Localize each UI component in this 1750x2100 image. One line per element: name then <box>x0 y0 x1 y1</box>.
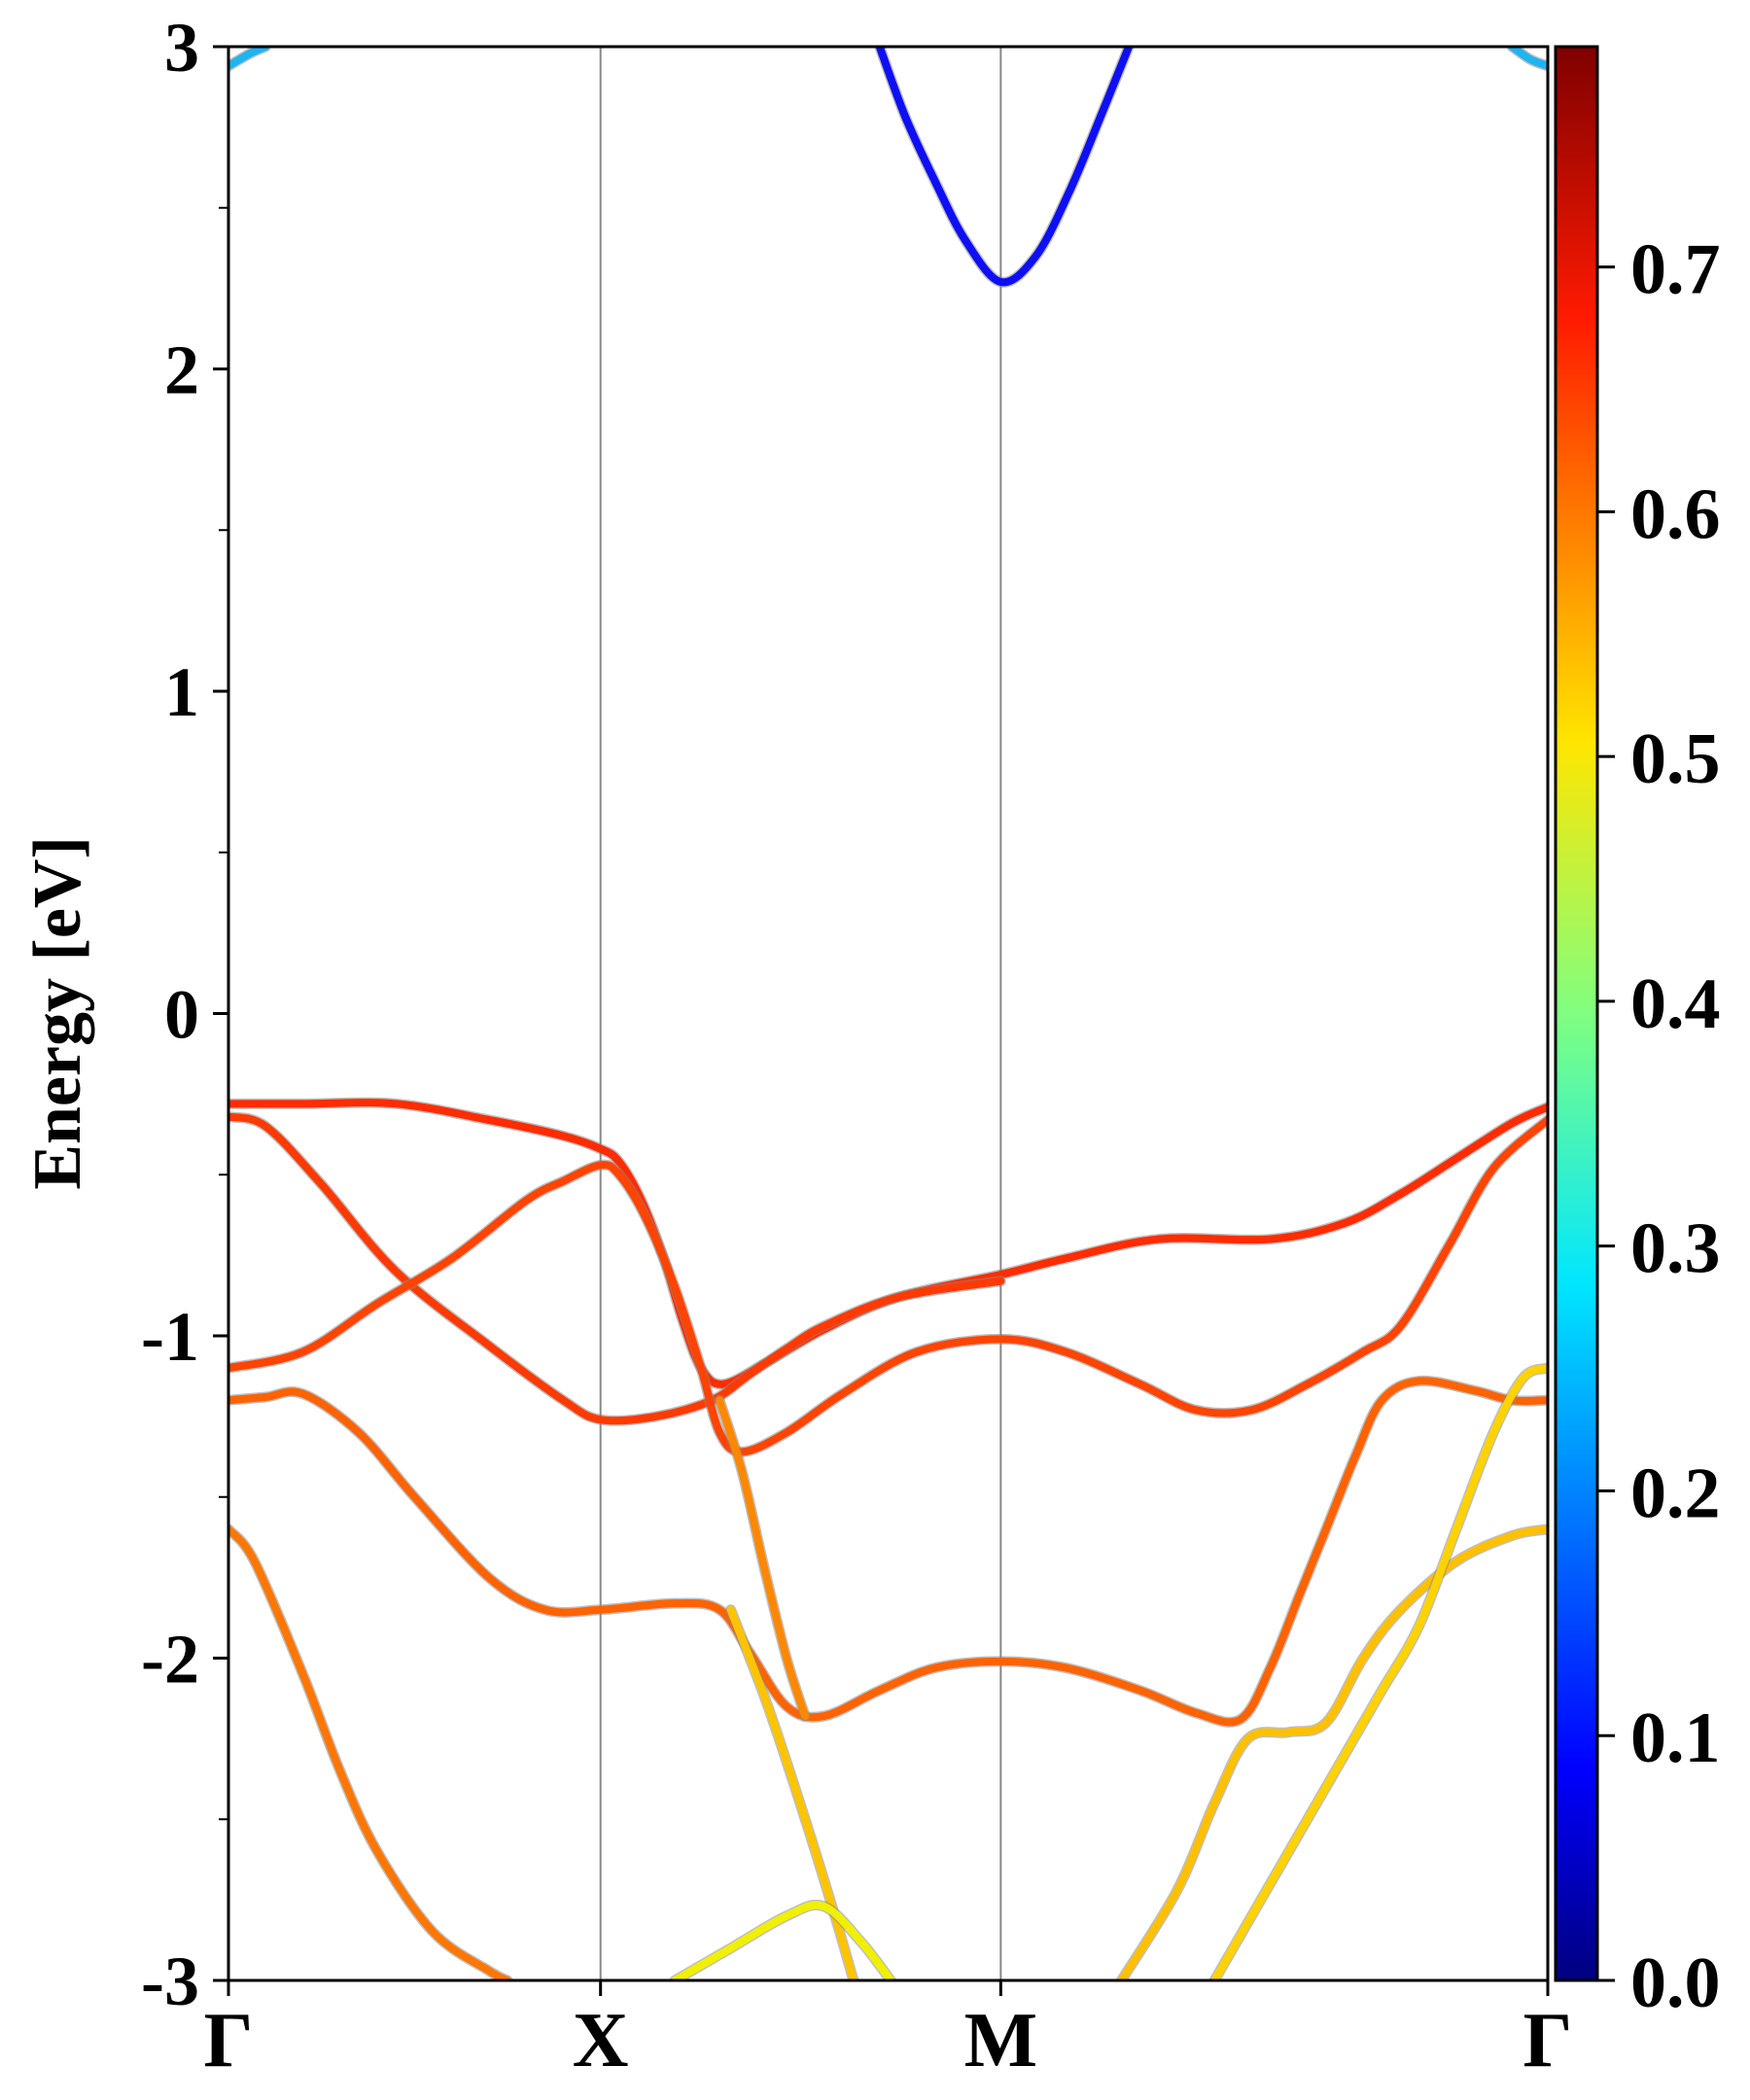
band-line-12 <box>1508 47 1548 70</box>
y-tick-label: -2 <box>141 1621 199 1698</box>
y-tick-label: 1 <box>164 653 199 731</box>
band-lines <box>228 47 1548 1980</box>
band-line-10 <box>1210 1364 1548 1980</box>
x-tick-label: M <box>964 1998 1038 2083</box>
band-line-7 <box>726 1605 858 1980</box>
band-line-0 <box>875 47 1134 287</box>
band-line-8 <box>671 1901 895 1980</box>
y-axis-label: Energy [eV] <box>20 836 95 1190</box>
colorbar-tick-label: 0.6 <box>1630 474 1721 554</box>
band-line-5 <box>228 1524 512 1980</box>
band-line-3 <box>228 1115 1548 1456</box>
colorbar <box>1554 45 1599 1982</box>
colorbar-tick-label: 0.4 <box>1630 964 1721 1044</box>
x-tick-label: Γ <box>1523 1998 1573 2083</box>
colorbar-tick-label: 0.0 <box>1630 1943 1721 2023</box>
y-tick-label: 3 <box>164 9 199 87</box>
band-line-9 <box>1117 1524 1548 1980</box>
y-axis: 3 2 1 0 -1 -2 -3 <box>141 9 228 2020</box>
plot-area <box>228 47 1548 1980</box>
y-tick-label: 0 <box>164 976 199 1054</box>
y-tick-label: -3 <box>141 1942 199 2020</box>
colorbar-tick-label: 0.3 <box>1630 1209 1721 1289</box>
y-tick-label: -1 <box>141 1298 199 1376</box>
colorbar-tick-label: 0.5 <box>1630 719 1721 799</box>
x-tick-label: Γ <box>204 1998 254 2083</box>
band-line-6 <box>716 1396 810 1721</box>
y-tick-label: 2 <box>164 332 199 409</box>
x-tick-label: X <box>573 1998 629 2083</box>
band-line-4 <box>228 1377 1548 1727</box>
colorbar-tick-label: 0.1 <box>1630 1698 1721 1778</box>
colorbar-ticks: 0.0 0.1 0.2 0.3 0.4 0.5 0.6 0.7 <box>1597 230 1721 2023</box>
colorbar-tick-label: 0.2 <box>1630 1453 1721 1533</box>
band-line-2 <box>228 1112 1005 1425</box>
colorbar-tick-label: 0.7 <box>1630 230 1721 310</box>
